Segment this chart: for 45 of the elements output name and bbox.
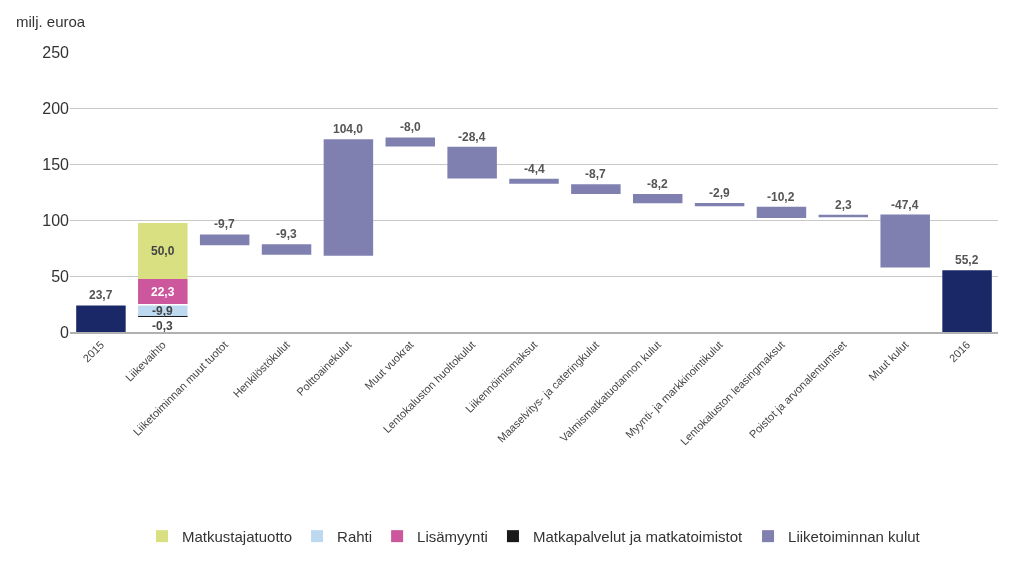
data-label: -9,7 [214,217,235,231]
bar [942,270,992,332]
bar [632,194,683,204]
data-label: -9,3 [276,227,297,241]
bar [261,244,312,255]
bar [509,178,559,184]
data-label: 23,7 [89,288,113,302]
bar [880,214,930,268]
legend-label: Liiketoiminnan kulut [788,528,921,545]
bar [138,223,188,280]
y-tick-label: 100 [42,211,70,229]
bar [447,146,497,179]
data-label: 104,0 [333,122,364,136]
y-tick-label: 50 [51,267,70,285]
data-label: -2,9 [709,186,730,200]
y-axis-title: milj. euroa [16,13,86,30]
bar [323,139,374,256]
bar [694,202,745,207]
data-label: -28,4 [458,130,486,144]
bar [756,206,807,219]
legend-label: Matkustajatuotto [182,528,293,545]
legend-label: Rahti [337,528,373,545]
data-label: -0,3 [152,319,173,333]
bar [385,137,436,147]
data-label: -47,4 [891,198,919,212]
legend-label: Matkapalvelut ja matkatoimistot [532,528,744,545]
legend-label: Lisämyynti [417,528,488,545]
bar [571,184,621,194]
data-label: 22,3 [151,285,175,299]
data-label: 50,0 [151,244,175,258]
data-label: 55,2 [955,253,979,267]
y-tick-label: 150 [42,155,70,173]
bar [138,279,188,304]
bar [199,234,250,246]
data-label: 2,3 [835,198,853,212]
data-label: -4,4 [524,162,545,176]
y-tick-label: 0 [60,323,70,341]
y-tick-label: 200 [42,99,70,117]
data-label: -8,7 [585,167,606,181]
bar [76,305,126,332]
data-label: -10,2 [767,190,795,204]
y-tick-label: 250 [42,43,70,61]
data-label: -9,9 [152,304,173,318]
data-label: -8,2 [647,177,668,191]
data-label: -8,0 [400,120,421,134]
